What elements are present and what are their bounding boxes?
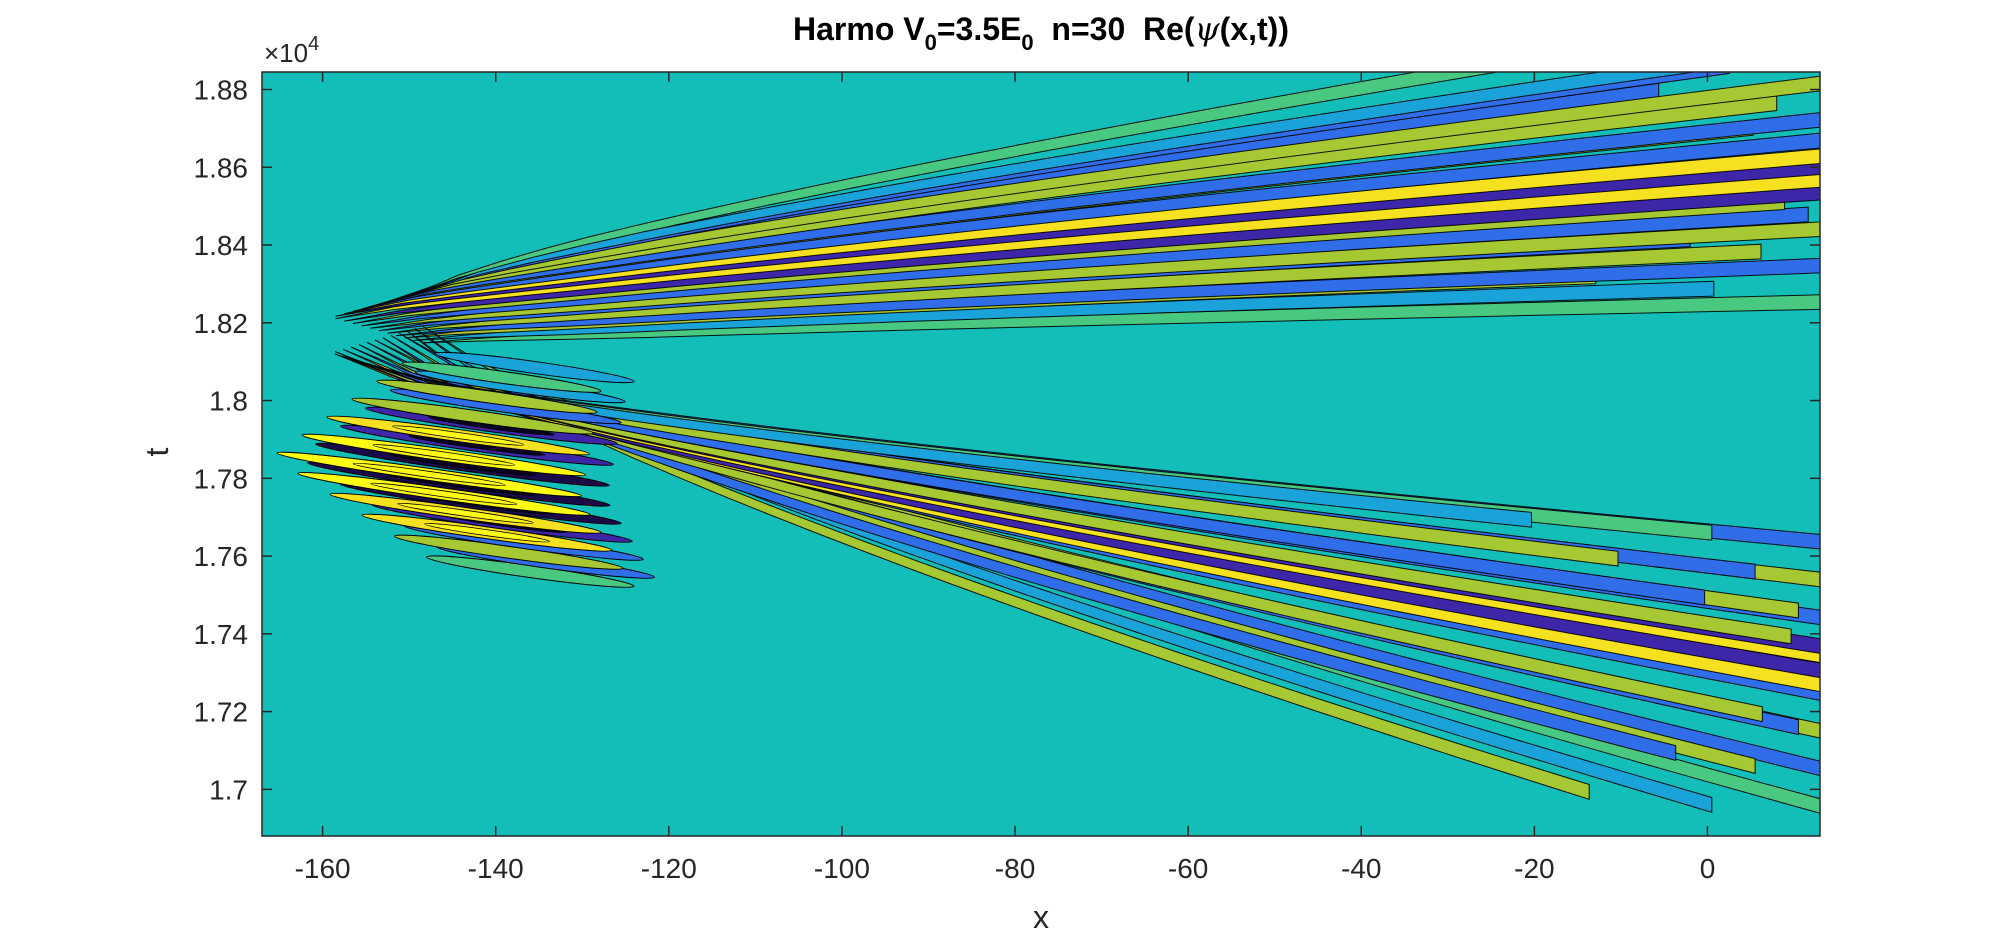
contour-peak [401,361,602,393]
y-tick-label: 1.74 [194,619,249,650]
contour-field [276,72,1820,814]
x-tick-label: -60 [1168,853,1208,884]
contour-peak-core [352,462,506,486]
x-tick-label: -40 [1341,853,1381,884]
contour-band [358,344,1763,723]
y-tick-label: 1.8 [209,386,248,417]
contour-band [413,72,1501,295]
contour-band [421,72,1698,293]
contour-band [406,330,1590,800]
y-tick-label: 1.72 [194,697,249,728]
y-tick-label: 1.84 [194,230,249,261]
contour-band [382,337,1677,762]
contour-peak-core [424,523,550,543]
contour-peak-core [372,444,516,466]
x-tick-label: -80 [995,853,1035,884]
y-tick-label: 1.76 [194,541,249,572]
y-tick-label: 1.7 [209,774,248,805]
y-exponent-label: ×104 [264,33,319,68]
axes-frame [261,71,1821,837]
y-axis-ticks: 1.7 1.72 1.74 1.76 1.78 1.8 1.82 1.84 1.86 1.88 [194,74,1820,805]
y-tick-label: 1.88 [194,74,249,105]
contour-band [422,379,1532,528]
x-tick-label: -140 [468,853,524,884]
x-tick-label: 0 [1700,853,1716,884]
contour-peak-core [392,425,525,446]
contour-peak-core [397,502,534,524]
contour-peak-core [370,482,518,505]
y-tick-label: 1.82 [194,308,249,339]
contour-band [374,365,1706,606]
x-axis-label: x [1033,899,1049,935]
contour-band [396,75,1820,300]
contour-band [398,372,1619,567]
y-tick-label: 1.78 [194,463,249,494]
x-tick-label: -160 [295,853,351,884]
x-tick-label: -120 [641,853,697,884]
contour-peak [434,351,635,384]
contour-peak [376,379,598,414]
y-axis-label: t [139,447,175,456]
x-axis-ticks: -160 -140 -120 -100 -80 -60 -40 -20 0 [295,72,1716,884]
y-tick-label: 1.86 [194,152,249,183]
chart-title: Harmo V0=3.5E0 n=30 Re(ψ(x,t)) [793,10,1289,55]
x-tick-label: -100 [814,853,870,884]
x-tick-label: -20 [1514,853,1554,884]
contour-peak [351,397,594,435]
